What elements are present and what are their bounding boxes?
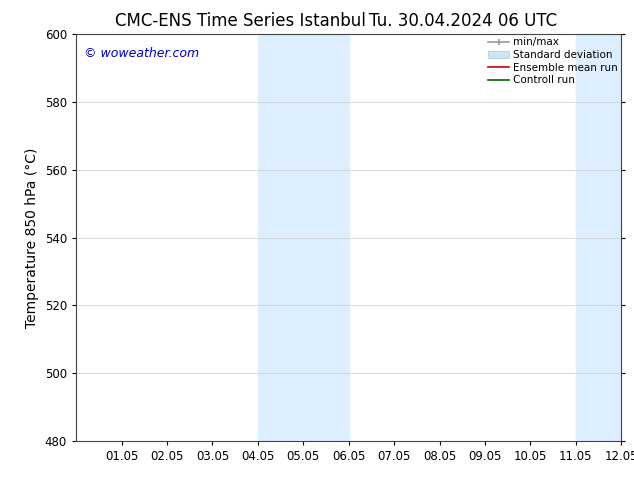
- Text: © woweather.com: © woweather.com: [84, 47, 199, 59]
- Bar: [576, 34, 634, 441]
- Text: Tu. 30.04.2024 06 UTC: Tu. 30.04.2024 06 UTC: [369, 12, 557, 30]
- Legend: min/max, Standard deviation, Ensemble mean run, Controll run: min/max, Standard deviation, Ensemble me…: [488, 37, 618, 85]
- Y-axis label: Temperature 850 hPa (°C): Temperature 850 hPa (°C): [25, 147, 39, 328]
- Bar: [258, 34, 349, 441]
- Text: CMC-ENS Time Series Istanbul: CMC-ENS Time Series Istanbul: [115, 12, 366, 30]
